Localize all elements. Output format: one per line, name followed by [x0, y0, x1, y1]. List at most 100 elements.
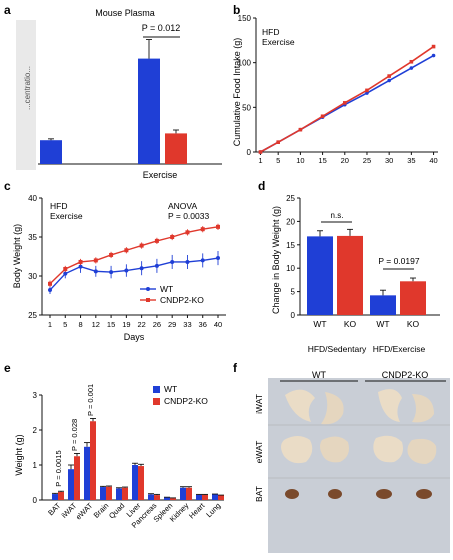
panel-d-bar-1	[337, 235, 363, 315]
panel-b-point-ko	[298, 127, 303, 132]
panel-c-annotation-exercise: Exercise	[50, 211, 83, 221]
panel-c-point-wt	[48, 288, 52, 293]
panel-d-xtick-label: KO	[407, 319, 420, 329]
panel-d-pvalue-ns: n.s.	[331, 211, 344, 220]
panel-b-point-wt	[387, 78, 391, 83]
panel-c-annotation-hfd: HFD	[50, 201, 67, 211]
panel-c-point-ko	[216, 224, 220, 229]
panel-e-bar-ko	[74, 456, 80, 500]
panel-c-xtick-label: 40	[214, 320, 222, 329]
panel-e-bar-ko	[186, 487, 192, 500]
panel-e-bar-wt	[100, 487, 106, 500]
tissue-ewat-ko-1	[373, 435, 403, 463]
panel-c-xtick-label: 15	[107, 320, 115, 329]
panel-e-legend-label-ko: CNDP2-KO	[164, 396, 208, 406]
panel-c-line-ko	[49, 226, 219, 285]
panel-d-ytick-label: 25	[286, 194, 295, 203]
panel-c-point-wt	[170, 259, 175, 264]
panel-c-legend-marker-wt	[146, 287, 150, 291]
panel-d-ytick-label: 15	[286, 241, 295, 250]
panel-c-point-ko	[78, 259, 83, 264]
panel-c-point-wt	[139, 266, 144, 271]
panel-c-point-ko	[124, 248, 129, 253]
panel-c-xtick-label: 26	[153, 320, 161, 329]
panel-b-point-ko	[320, 114, 325, 119]
panel-c-ytick-label: 30	[28, 272, 37, 281]
panel-b-xtick-label: 15	[318, 156, 326, 165]
panel-c-xtick-label: 12	[92, 320, 100, 329]
panel-b-ytick-label: 150	[238, 14, 252, 23]
panel-b-annotation-hfd: HFD	[262, 27, 279, 37]
panel-b-xtick-label: 1	[258, 156, 262, 165]
panel-b-point-wt	[431, 53, 436, 58]
panel-d-ytick-label: 20	[286, 217, 295, 226]
panel-c-point-ko	[48, 281, 52, 286]
panel-b-ytick-label: 0	[247, 148, 252, 157]
tissue-bat-ko-2	[416, 489, 432, 499]
panel-d-ytick-label: 10	[286, 264, 295, 273]
photo-row-bat: BAT	[254, 486, 264, 502]
tissue-bat-wt-1	[285, 489, 299, 499]
photo-row-iwat: iWAT	[254, 394, 264, 414]
panel-d-bar-2	[370, 295, 396, 315]
tissue-iwat-wt-1	[285, 389, 315, 422]
panel-d-marks: 0 5 10 15 20 25 WT KO WT KO	[286, 194, 426, 329]
panel-label-b: b	[233, 3, 240, 17]
panel-e-bar-ko	[90, 421, 96, 500]
panel-b: Cumulative Food Intake (g) HFD Exercise …	[232, 14, 438, 165]
tissue-iwat-ko-1	[378, 389, 402, 422]
panel-c-xtick-label: 19	[122, 320, 130, 329]
panel-b-line-ko	[260, 45, 435, 153]
panel-d-ylabel: Change in Body Weight (g)	[271, 206, 281, 314]
panel-c-xtick-label: 22	[137, 320, 145, 329]
tissue-iwat-wt-2	[321, 392, 344, 425]
panel-e-xtick-label: eWAT	[74, 501, 95, 522]
panel-e-bar-wt	[148, 494, 154, 500]
panel-b-point-ko	[276, 140, 280, 144]
panel-e-ylabel: Weight (g)	[14, 434, 24, 475]
panel-b-ylabel: Cumulative Food Intake (g)	[232, 38, 242, 147]
panel-c-legend-label-wt: WT	[160, 284, 173, 294]
panel-e-xtick-label: Quad	[107, 501, 126, 520]
panel-a-marks	[40, 39, 187, 164]
panel-d-group-2: HFD/Exercise	[373, 344, 426, 354]
panel-b-ytick-label: 100	[238, 59, 252, 68]
panel-c-point-ko	[93, 258, 98, 263]
tissue-ewat-ko-2	[407, 438, 437, 464]
panel-a-bar-ko-1	[165, 133, 187, 164]
panel-label-a: a	[4, 3, 11, 17]
panel-b-point-ko	[409, 59, 414, 64]
panel-c-point-wt	[63, 271, 68, 276]
panel-c-point-ko	[200, 227, 205, 232]
panel-e-bar-wt	[116, 488, 122, 500]
photo-col-ko: CNDP2-KO	[382, 370, 429, 380]
panel-e-bar-wt	[68, 469, 74, 500]
panel-e-legend-swatch-wt	[153, 386, 160, 393]
panel-e: Weight (g) 0123BATiWATeWATBrainQuadLiver…	[14, 384, 224, 530]
panel-c-point-wt	[93, 269, 98, 274]
panel-a-bar-wt-0	[40, 140, 62, 164]
panel-e-marks: 0123BATiWATeWATBrainQuadLiverPancreasSpl…	[33, 384, 224, 530]
panel-c-point-ko	[185, 230, 190, 235]
panel-e-bar-wt	[84, 446, 90, 500]
panel-b-xtick-label: 20	[341, 156, 349, 165]
panel-d-xtick-label: WT	[313, 319, 326, 329]
panel-a-pvalue: P = 0.012	[142, 23, 181, 33]
panel-c: Body Weight (g) Days HFD Exercise ANOVA …	[12, 194, 226, 342]
photo-col-wt: WT	[312, 370, 326, 380]
panel-c-ytick-label: 40	[28, 194, 37, 203]
panel-a-title: Mouse Plasma	[95, 8, 155, 18]
panel-c-point-ko	[170, 235, 175, 239]
panel-c-point-wt	[154, 263, 159, 268]
panel-b-point-ko	[365, 88, 369, 93]
panel-c-xtick-label: 33	[183, 320, 191, 329]
panel-label-d: d	[258, 179, 265, 193]
panel-b-annotation-exercise: Exercise	[262, 37, 295, 47]
panel-b-xtick-label: 30	[385, 156, 393, 165]
panel-c-point-ko	[139, 243, 144, 248]
panel-c-xtick-label: 29	[168, 320, 176, 329]
panel-b-xtick-label: 40	[429, 156, 437, 165]
panel-e-bar-wt	[164, 497, 170, 500]
